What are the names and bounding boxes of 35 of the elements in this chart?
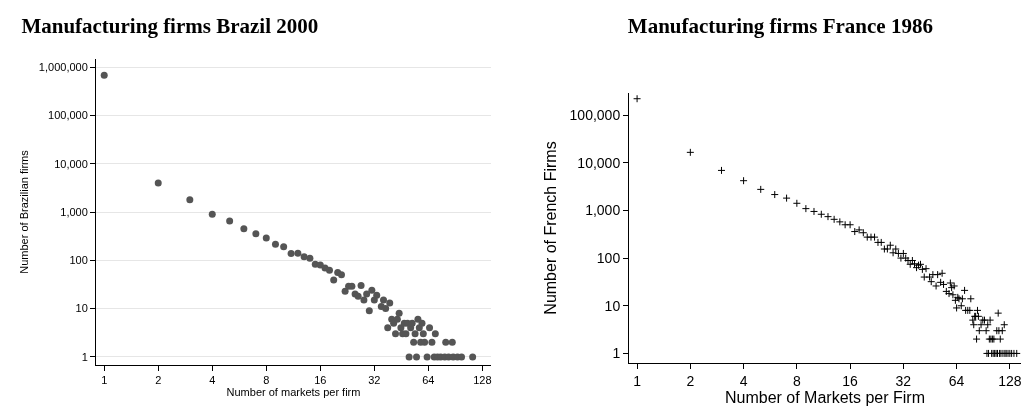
x-tick-label: 4 (739, 372, 748, 389)
y-axis-title: Number of Brazilian firms (17, 149, 30, 274)
y-tick-label: 10 (75, 302, 88, 315)
x-tick-label: 16 (314, 374, 327, 387)
chart-title: Manufacturing firms France 1986 (627, 14, 933, 39)
chart-title: Manufacturing firms Brazil 2000 (21, 14, 319, 39)
x-tick-label: 2 (686, 372, 695, 389)
x-tick-label: 32 (368, 374, 381, 387)
x-tick-label: 128 (998, 372, 1022, 389)
x-tick-label: 8 (263, 374, 270, 387)
x-axis-title: Number of markets per firm (226, 386, 361, 399)
x-tick-label: 1 (101, 374, 108, 387)
y-tick-label: 1,000 (585, 202, 621, 219)
x-axis-title: Number of Markets per Firm (724, 388, 926, 406)
x-tick-label: 64 (948, 372, 965, 389)
x-tick-label: 8 (792, 372, 801, 389)
y-tick-label: 1 (81, 350, 88, 363)
y-tick-label: 1,000 (60, 205, 88, 218)
y-tick-label: 1 (612, 345, 621, 362)
y-tick-label: 100 (596, 249, 621, 266)
y-tick-label: 10,000 (54, 157, 88, 170)
x-tick-label: 64 (422, 374, 435, 387)
y-tick-label: 100,000 (48, 109, 88, 122)
x-tick-label: 2 (155, 374, 162, 387)
x-tick-label: 1 (633, 372, 642, 389)
y-tick-label: 10,000 (577, 154, 621, 171)
y-tick-label: 1,000,000 (38, 60, 88, 73)
x-tick-label: 32 (895, 372, 912, 389)
x-tick-label: 4 (209, 374, 216, 387)
x-tick-label: 128 (473, 374, 492, 387)
y-tick-label: 100 (69, 254, 88, 267)
y-tick-label: 100,000 (569, 106, 621, 123)
y-tick-label: 10 (604, 297, 621, 314)
y-axis-title: Number of French Firms (542, 141, 560, 315)
x-tick-label: 16 (842, 372, 859, 389)
